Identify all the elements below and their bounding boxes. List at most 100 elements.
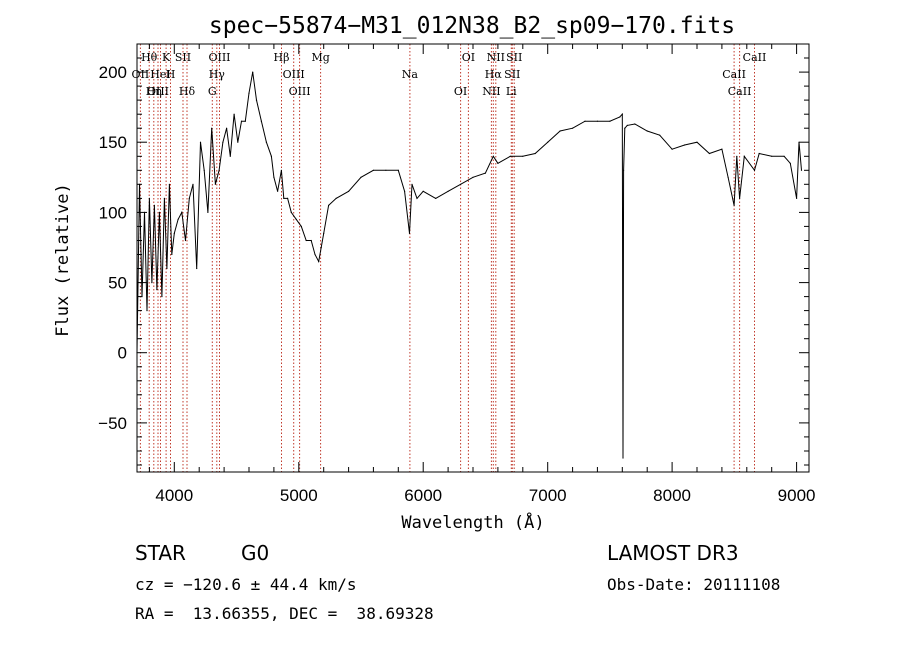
line-label-27: CaII	[743, 51, 767, 64]
line-label-18: OI	[462, 51, 475, 64]
plot-frame	[136, 43, 810, 473]
data-point-0-82	[609, 120, 611, 122]
data-point-0-68	[447, 190, 449, 192]
data-point-0-63	[408, 232, 411, 234]
data-point-0-36	[252, 71, 254, 73]
line-label-11: G	[208, 85, 217, 98]
data-point-0-92	[671, 148, 673, 150]
data-point-0-87	[624, 127, 626, 129]
data-point-0-31	[233, 113, 235, 115]
data-point-0-97	[727, 176, 729, 178]
line-label-15: Mg	[311, 51, 329, 64]
data-point-0-12	[166, 267, 168, 270]
data-point-0-75	[522, 155, 524, 157]
x-tick-label-9000: 9000	[778, 486, 816, 505]
data-point-0-81	[596, 120, 599, 122]
data-point-0-21	[196, 267, 198, 270]
observation-date: Obs-Date: 20111108	[607, 575, 781, 594]
survey-name: LAMOST DR3	[607, 541, 739, 565]
coordinates: RA = 13.66355, DEC = 38.69328	[135, 604, 434, 623]
data-point-0-57	[348, 190, 350, 192]
data-point-0-66	[422, 190, 424, 192]
data-point-0-79	[572, 127, 574, 129]
data-point-0-26	[214, 183, 216, 185]
data-point-0-40	[270, 155, 272, 157]
data-point-0-53	[320, 246, 322, 249]
line-label-17: OI	[454, 85, 467, 98]
data-point-0-102	[753, 169, 756, 171]
line-label-2: OIII	[147, 85, 169, 98]
line-label-7: H	[166, 68, 176, 81]
data-point-0-51	[314, 253, 316, 256]
data-point-0-37	[255, 99, 258, 101]
x-axis-label: Wavelength (Å)	[401, 511, 544, 533]
line-label-10: Hγ	[209, 68, 226, 81]
data-point-0-73	[497, 162, 499, 164]
line-label-16: Na	[402, 68, 419, 81]
data-point-0-43	[280, 169, 282, 171]
y-tick-label-4: 150	[99, 133, 127, 152]
data-point-0-24	[207, 211, 209, 213]
line-label-20: NII	[482, 85, 500, 98]
line-label-13: OIII	[283, 68, 305, 81]
data-point-0-17	[181, 211, 183, 213]
data-point-0-34	[244, 120, 246, 122]
data-point-0-103	[758, 152, 760, 155]
data-point-0-15	[173, 232, 175, 234]
data-point-0-62	[404, 190, 406, 192]
data-point-0-56	[335, 197, 337, 199]
line-label-23: Li	[506, 85, 517, 98]
data-point-0-89	[634, 123, 636, 125]
data-point-0-59	[372, 169, 374, 171]
data-point-0-27	[218, 169, 220, 171]
data-point-0-98	[733, 204, 735, 206]
object-class: STAR	[135, 541, 186, 565]
data-point-0-16	[177, 218, 179, 220]
data-point-0-54	[323, 232, 325, 234]
line-label-1: OII	[132, 68, 150, 81]
data-point-0-8	[156, 289, 158, 291]
data-point-0-93	[684, 144, 686, 146]
x-tick-label-4000: 4000	[155, 486, 193, 505]
data-point-0-85	[622, 457, 624, 459]
data-point-0-48	[300, 225, 302, 227]
data-point-0-22	[199, 141, 202, 143]
data-point-0-18	[184, 239, 187, 242]
data-point-0-77	[547, 141, 549, 143]
data-point-0-99	[736, 155, 738, 157]
x-tick-label-6000: 6000	[404, 486, 442, 505]
data-point-0-11	[163, 197, 165, 199]
y-tick-label-0: −50	[98, 414, 127, 433]
data-point-0-71	[484, 172, 486, 174]
data-point-0-29	[226, 127, 228, 129]
data-point-0-9	[158, 211, 160, 213]
data-point-0-45	[287, 197, 289, 199]
data-point-0-61	[397, 169, 399, 171]
line-label-26: CaII	[728, 85, 752, 98]
data-point-0-78	[559, 130, 561, 132]
data-point-0-104	[771, 155, 773, 157]
line-label-9: OIII	[208, 51, 230, 64]
line-label-19: Hα	[485, 68, 503, 81]
data-point-0-46	[290, 211, 292, 213]
data-point-0-50	[310, 239, 312, 242]
data-point-0-23	[203, 169, 205, 171]
data-point-0-60	[385, 169, 387, 171]
data-point-0-72	[492, 155, 494, 157]
data-point-0-84	[621, 113, 623, 115]
data-point-0-6	[151, 282, 153, 284]
x-axis-ticks: 4000 5000 6000 7000 8000 9000	[148, 44, 816, 505]
data-point-0-33	[240, 120, 243, 122]
series-group	[136, 71, 803, 459]
data-point-0-49	[305, 239, 307, 242]
data-point-0-101	[743, 155, 745, 157]
data-point-0-14	[171, 253, 173, 256]
line-label-25: CaII	[722, 68, 746, 81]
x-tick-label-7000: 7000	[529, 486, 567, 505]
data-point-0-95	[708, 152, 711, 155]
y-tick-label-1: 0	[118, 344, 127, 363]
redshift-velocity: cz = −120.6 ± 44.4 km/s	[135, 575, 357, 594]
data-point-0-65	[416, 197, 418, 199]
y-axis-label: Flux (relative)	[53, 183, 73, 337]
data-point-0-28	[222, 141, 224, 143]
